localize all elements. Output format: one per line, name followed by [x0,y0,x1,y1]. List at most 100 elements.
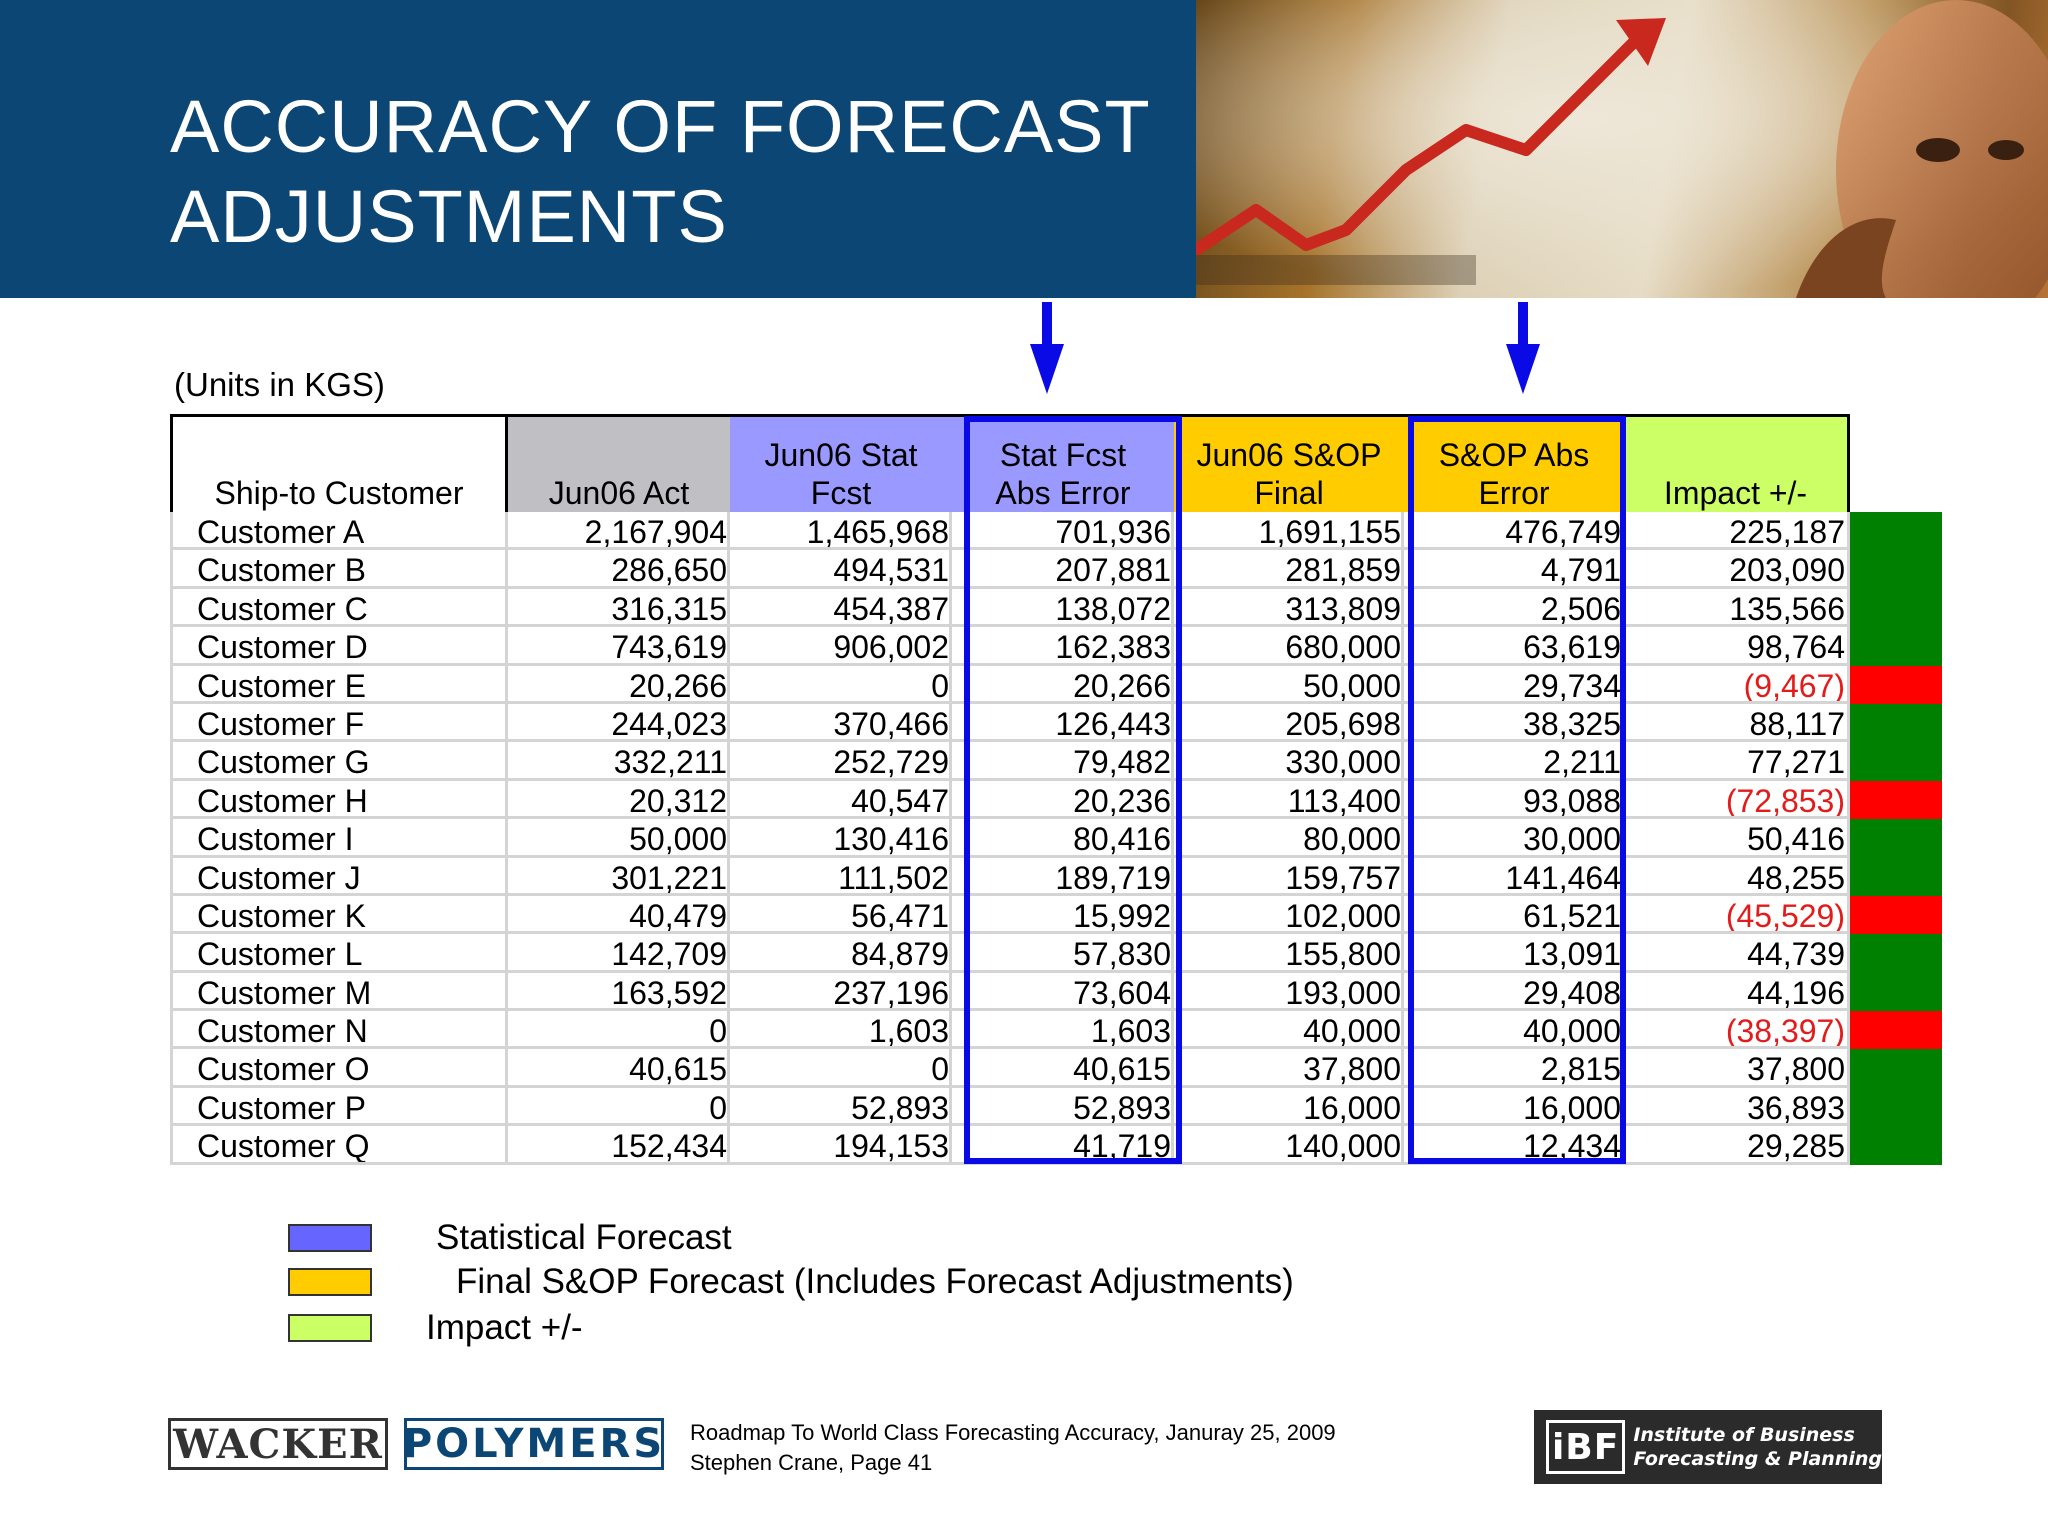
impact-status-indicator [1850,550,1942,589]
impact-status-indicator [1850,1126,1942,1165]
value-cell: 332,211 [508,742,730,781]
value-cell: 20,266 [508,665,730,704]
value-cell: 237,196 [730,972,952,1012]
header-jun06-sop-final: Jun06 S&OP Final [1174,414,1404,512]
customer-name-cell: Customer E [170,665,508,704]
impact-status-indicator [1850,819,1942,858]
customer-name-cell: Customer P [170,1087,508,1127]
value-cell: 40,547 [730,780,952,820]
value-cell: 1,691,155 [1174,512,1404,551]
value-cell: 52,893 [952,1087,1174,1127]
value-cell: 2,167,904 [508,512,730,551]
value-cell: 142,709 [508,934,730,973]
customer-name-cell: Customer A [170,512,508,551]
value-cell: 301,221 [508,857,730,896]
impact-status-indicator [1850,1011,1942,1050]
down-arrow-icon [1030,302,1064,394]
header-label: Final [1254,475,1324,511]
customer-name-cell: Customer G [170,742,508,781]
value-cell: 12,434 [1404,1126,1624,1165]
impact-status-indicator [1850,665,1942,704]
value-cell: 0 [508,1011,730,1050]
header-band: ACCURACY OF FORECAST ADJUSTMENTS [0,0,1196,298]
legend-label: Statistical Forecast [436,1218,732,1257]
header-label: S&OP Abs [1438,437,1590,473]
value-cell: 193,000 [1174,972,1404,1012]
impact-status-indicator [1850,588,1942,628]
value-cell: 80,416 [952,819,1174,858]
value-cell: 162,383 [952,627,1174,666]
value-cell: 2,815 [1404,1049,1624,1088]
value-cell: 189,719 [952,857,1174,896]
customer-name-cell: Customer N [170,1011,508,1050]
value-cell: 207,881 [952,550,1174,589]
value-cell: 138,072 [952,588,1174,628]
impact-status-indicator [1850,934,1942,973]
value-cell: 40,479 [508,895,730,935]
header-stat-fcst-abs-error: Stat Fcst Abs Error [952,414,1174,512]
value-cell: 40,615 [952,1049,1174,1088]
customer-name-cell: Customer K [170,895,508,935]
value-cell: 316,315 [508,588,730,628]
value-cell: 370,466 [730,703,952,743]
down-arrow-icon [1506,302,1540,394]
value-cell: 0 [730,665,952,704]
value-cell: 57,830 [952,934,1174,973]
customer-name-cell: Customer L [170,934,508,973]
value-cell: 38,325 [1404,703,1624,743]
header-ship-to-customer: Ship-to Customer [170,414,508,512]
customer-name-cell: Customer D [170,627,508,666]
footer-text: Roadmap To World Class Forecasting Accur… [690,1418,1336,1478]
impact-status-indicator [1850,857,1942,896]
value-cell: 52,893 [730,1087,952,1127]
value-cell: 281,859 [1174,550,1404,589]
legend-swatch [288,1224,372,1252]
value-cell: 13,091 [1404,934,1624,973]
value-cell: 44,196 [1624,972,1850,1012]
value-cell: 2,211 [1404,742,1624,781]
value-cell: 50,416 [1624,819,1850,858]
header-label: Jun06 S&OP [1196,437,1382,473]
value-cell: 56,471 [730,895,952,935]
value-cell: 494,531 [730,550,952,589]
value-cell: 0 [508,1087,730,1127]
header-jun06-act: Jun06 Act [508,414,730,512]
customer-name-cell: Customer M [170,972,508,1012]
value-cell: 159,757 [1174,857,1404,896]
header-jun06-stat-fcst: Jun06 Stat Fcst [730,414,952,512]
value-cell: 102,000 [1174,895,1404,935]
value-cell: 44,739 [1624,934,1850,973]
value-cell: 0 [730,1049,952,1088]
footer-line2: Stephen Crane, Page 41 [690,1450,933,1475]
header-label: Ship-to Customer [214,475,464,511]
value-cell: 40,615 [508,1049,730,1088]
customer-name-cell: Customer I [170,819,508,858]
impact-status-indicator [1850,972,1942,1012]
value-cell: 454,387 [730,588,952,628]
customer-name-cell: Customer Q [170,1126,508,1165]
value-cell: 50,000 [508,819,730,858]
legend-swatch [288,1314,372,1342]
value-cell: 29,734 [1404,665,1624,704]
customer-name-cell: Customer H [170,780,508,820]
value-cell: 16,000 [1174,1087,1404,1127]
value-cell: 77,271 [1624,742,1850,781]
value-cell: 20,236 [952,780,1174,820]
customer-name-cell: Customer C [170,588,508,628]
value-cell: 286,650 [508,550,730,589]
wacker-logo: WACKER [168,1418,388,1470]
value-cell: 126,443 [952,703,1174,743]
impact-status-indicator [1850,1049,1942,1088]
value-cell: 701,936 [952,512,1174,551]
ibf-line1: Institute of Business [1633,1424,1855,1446]
ibf-logo: iBF Institute of Business Forecasting & … [1534,1410,1882,1484]
value-cell: 98,764 [1624,627,1850,666]
value-cell: 61,521 [1404,895,1624,935]
value-cell: 37,800 [1174,1049,1404,1088]
value-cell: 41,719 [952,1126,1174,1165]
value-cell: 313,809 [1174,588,1404,628]
value-cell: 88,117 [1624,703,1850,743]
footer-line1: Roadmap To World Class Forecasting Accur… [690,1420,1336,1445]
impact-status-indicator [1850,627,1942,666]
value-cell: 40,000 [1404,1011,1624,1050]
